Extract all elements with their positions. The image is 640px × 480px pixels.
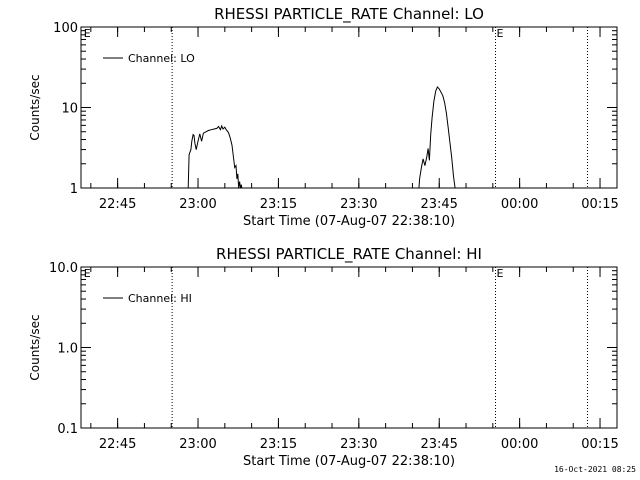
series-line-channel-lo: [187, 86, 456, 188]
marker-label: E: [497, 27, 504, 40]
x-tick-label: 22:45: [99, 437, 136, 452]
x-tick-label: 22:45: [99, 197, 136, 212]
y-tick-label: 10.0: [49, 261, 78, 276]
y-tick-label: 10: [61, 102, 78, 117]
chart-panel-0: RHESSI PARTICLE_RATE Channel: LO Counts/s…: [28, 5, 619, 229]
x-tick-label: 23:15: [260, 197, 297, 212]
x-axis-label: Start Time (07-Aug-07 22:38:10): [243, 454, 455, 469]
y-tick-label: 1: [70, 182, 78, 197]
x-tick-label: 00:15: [581, 437, 618, 452]
x-tick-label: 23:30: [340, 437, 377, 452]
legend-entry: Channel: HI: [128, 292, 192, 305]
chart-title: RHESSI PARTICLE_RATE Channel: HI: [216, 245, 482, 264]
x-tick-label: 23:00: [179, 437, 216, 452]
footer-timestamp: 16-Oct-2021 08:25: [554, 465, 636, 474]
x-tick-label: 23:30: [340, 197, 377, 212]
y-axis-label: Counts/sec: [28, 74, 42, 140]
chart-title: RHESSI PARTICLE_RATE Channel: LO: [214, 5, 484, 24]
marker-label: E: [84, 267, 91, 280]
x-tick-label: 23:45: [420, 437, 457, 452]
x-tick-label: 00:00: [501, 437, 538, 452]
y-tick-label: 0.1: [57, 422, 78, 437]
x-tick-label: 23:00: [179, 197, 216, 212]
marker-label: E: [497, 267, 504, 280]
y-axis-label: Counts/sec: [28, 314, 42, 380]
x-axis-label: Start Time (07-Aug-07 22:38:10): [243, 214, 455, 229]
y-tick-label: 100: [53, 21, 78, 36]
x-tick-label: 23:15: [260, 437, 297, 452]
y-tick-label: 1.0: [57, 342, 78, 357]
x-tick-label: 00:00: [501, 197, 538, 212]
x-tick-label: 00:15: [581, 197, 618, 212]
marker-label: E: [84, 27, 91, 40]
chart-panel-1: RHESSI PARTICLE_RATE Channel: HI Counts/s…: [28, 245, 619, 469]
x-tick-label: 23:45: [420, 197, 457, 212]
legend-entry: Channel: LO: [128, 52, 195, 65]
